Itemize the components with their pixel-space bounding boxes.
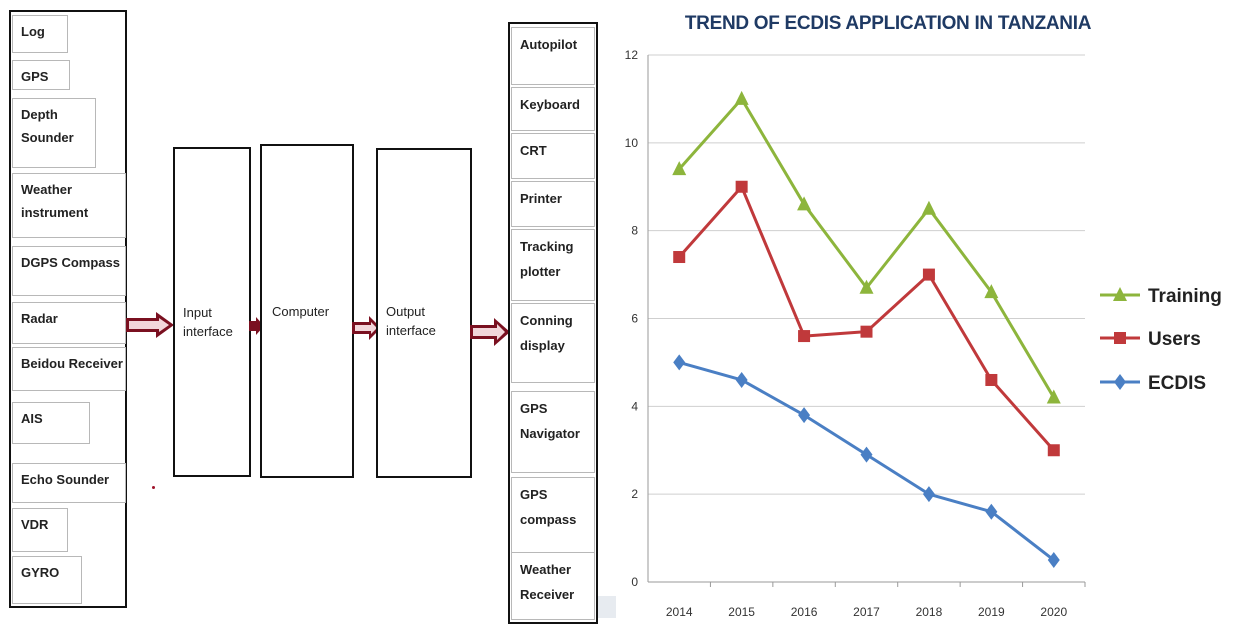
x-tick-label: 2016	[791, 605, 818, 619]
computer-label: Computer	[272, 304, 330, 319]
y-tick-label: 12	[625, 48, 639, 62]
point-training	[1046, 389, 1061, 404]
line-chart: 0 2 4 6 8 10 12 2014 2015 2016 2017 2018 2019 2020 Tra…	[625, 48, 1222, 619]
sensor-beidou-receiver: Beidou Receiver	[12, 347, 126, 391]
x-tick-label: 2018	[916, 605, 943, 619]
legend-label-users: Users	[1148, 329, 1201, 350]
stray-dot	[152, 486, 155, 489]
chart-title: TREND OF ECDIS APPLICATION IN TANZANIA	[684, 13, 1092, 34]
sensor-vdr: VDR	[12, 508, 68, 552]
point-ecdis	[922, 486, 935, 503]
point-ecdis	[735, 371, 748, 388]
x-tick-label: 2020	[1040, 605, 1067, 619]
input-interface-label: Input interface	[183, 305, 233, 339]
sensor-depth-sounder: Depth Sounder	[12, 98, 96, 168]
sensor-gps: GPS	[12, 60, 70, 90]
output-autopilot: Autopilot	[511, 27, 595, 85]
legend-marker-training	[1113, 287, 1127, 301]
x-tick-label: 2017	[853, 605, 880, 619]
point-ecdis	[673, 354, 686, 371]
sensor-ais: AIS	[12, 402, 90, 444]
sensor-column	[9, 10, 127, 608]
point-training	[797, 196, 812, 211]
point-training	[921, 200, 936, 215]
output-keyboard: Keyboard	[511, 87, 595, 131]
output-crt: CRT	[511, 133, 595, 179]
y-tick-label: 0	[631, 575, 638, 589]
point-users	[673, 251, 686, 264]
legend-marker-users	[1114, 332, 1126, 344]
scan-artifact	[598, 596, 616, 618]
output-tracking-plotter: Tracking plotter	[511, 229, 595, 301]
point-ecdis	[1047, 552, 1060, 569]
x-tick-label: 2014	[666, 605, 693, 619]
x-tick-label: 2015	[728, 605, 755, 619]
input-interface-block: Input interface	[173, 147, 251, 477]
computer-block: Computer	[260, 144, 354, 478]
output-arrow	[470, 318, 510, 346]
point-training	[984, 284, 999, 299]
output-interface-block: Output interface	[376, 148, 472, 478]
point-users	[985, 373, 998, 386]
legend-label-training: Training	[1148, 286, 1222, 307]
series-line-training	[678, 97, 1056, 399]
sensor-weather-instrument: Weather instrument	[12, 173, 126, 238]
output-interface-label: Output interface	[386, 304, 436, 338]
sensor-log: Log	[12, 15, 68, 53]
y-tick-label: 10	[625, 136, 639, 150]
sensor-gyro: GYRO	[12, 556, 82, 604]
y-tick-label: 2	[631, 487, 638, 501]
input-to-computer-arrow	[249, 317, 264, 335]
y-tick-label: 8	[631, 224, 638, 238]
y-tick-label: 6	[631, 312, 638, 326]
legend-label-ecdis: ECDIS	[1148, 373, 1206, 394]
point-users	[798, 330, 811, 343]
point-training	[859, 279, 874, 294]
point-ecdis	[985, 503, 998, 520]
point-users	[735, 180, 748, 193]
point-users	[860, 325, 873, 338]
x-tick-label: 2019	[978, 605, 1005, 619]
legend-marker-ecdis	[1114, 374, 1126, 390]
sensor-radar: Radar	[12, 302, 126, 344]
output-column	[508, 22, 598, 624]
sensor-echo-sounder: Echo Sounder	[12, 463, 126, 503]
sensor-dgps-compass: DGPS Compass	[12, 246, 126, 296]
point-users	[922, 268, 935, 281]
output-gps-compass: GPS compass	[511, 477, 595, 555]
point-training	[672, 161, 687, 176]
point-ecdis	[798, 407, 811, 424]
point-training	[734, 90, 749, 105]
output-printer: Printer	[511, 181, 595, 227]
point-users	[1047, 444, 1060, 457]
input-arrow	[126, 312, 174, 338]
output-conning-display: Conning display	[511, 303, 595, 383]
y-tick-label: 4	[631, 399, 638, 413]
computer-to-output-arrow	[352, 316, 381, 340]
output-gps-navigator: GPS Navigator	[511, 391, 595, 473]
output-weather-receiver: Weather Receiver	[511, 552, 595, 620]
point-ecdis	[860, 446, 873, 463]
